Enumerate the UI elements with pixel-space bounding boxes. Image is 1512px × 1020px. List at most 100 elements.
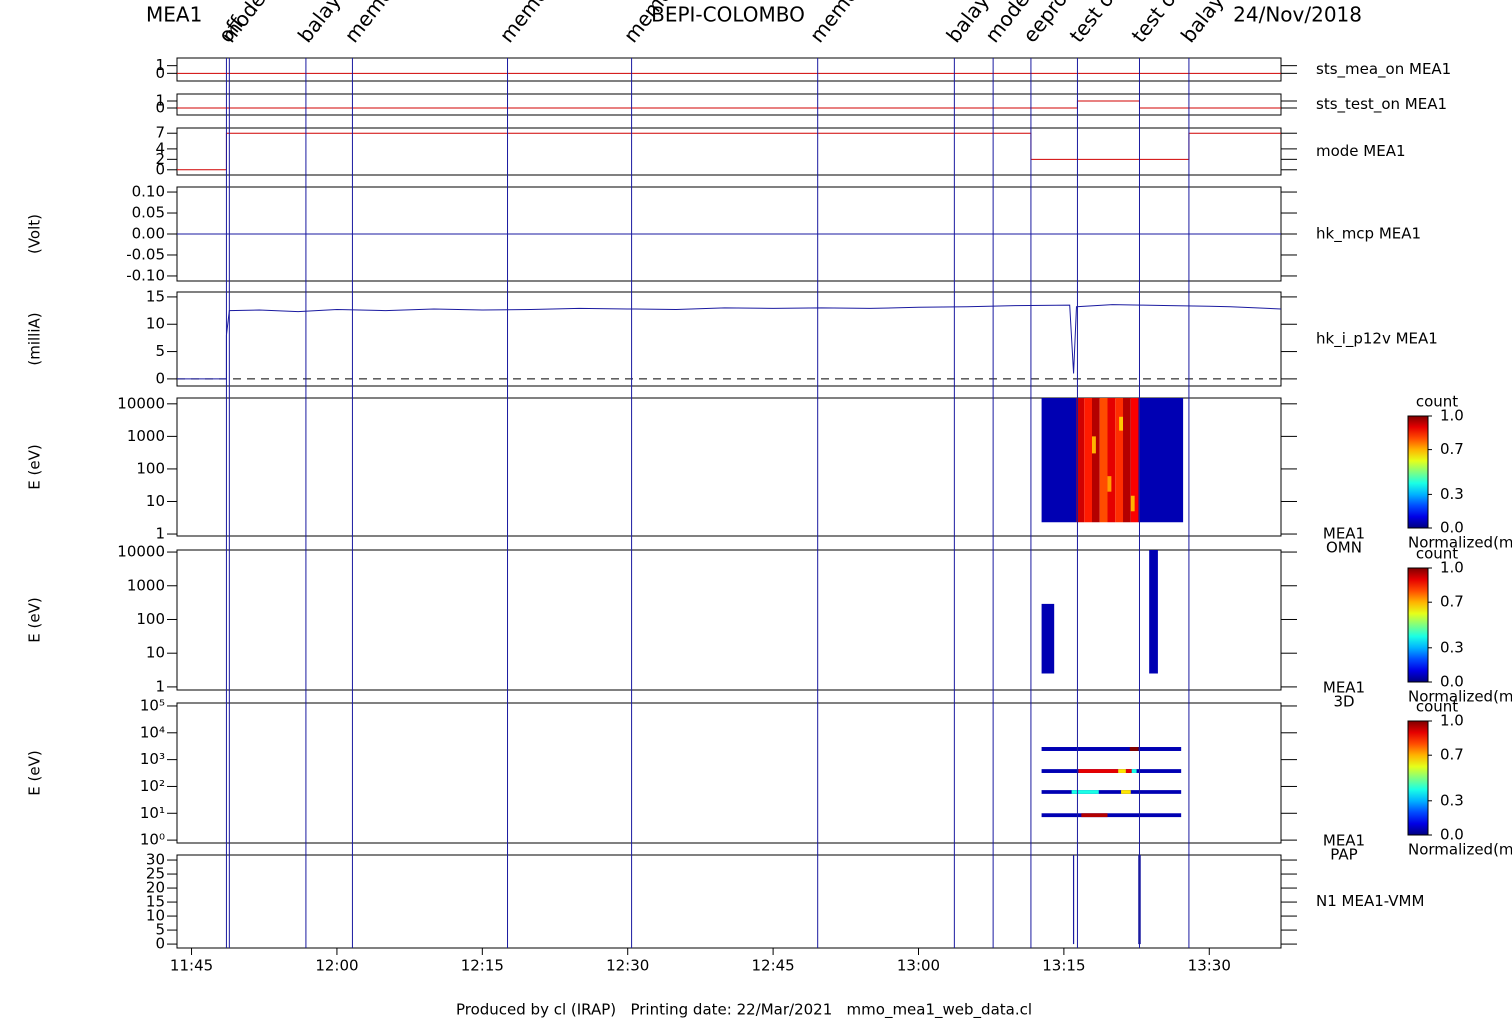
panel-label: hk_i_p12v MEA1 — [1316, 330, 1438, 349]
spectrogram-cell — [1041, 747, 1182, 751]
colorbar-tick-label: 0.0 — [1440, 826, 1464, 844]
spectrogram-cell — [1115, 398, 1124, 523]
x-tick-label: 12:00 — [315, 957, 358, 975]
panel-sublabel: 3D — [1333, 693, 1354, 711]
spectrogram-cell — [1130, 398, 1139, 523]
colorbar-tick-label: 0.0 — [1440, 673, 1464, 691]
y-axis-label: (milliA) — [26, 312, 44, 365]
y-tick-label: 10 — [146, 315, 165, 333]
panel-frame — [176, 291, 1282, 387]
spectrogram-cell — [1131, 769, 1137, 773]
y-tick-label: 100 — [136, 610, 165, 628]
y-axis-label: E (eV) — [26, 444, 44, 489]
spectrogram-cell — [1121, 790, 1131, 794]
spectrogram-cell — [1081, 813, 1108, 818]
spectrogram-cell — [1119, 416, 1124, 431]
x-tick-label: 13:00 — [897, 957, 940, 975]
panel-frame — [176, 57, 1282, 82]
y-tick-label: 10⁴ — [140, 723, 165, 741]
y-tick-label: 0 — [155, 935, 165, 953]
y-tick-label: 4 — [155, 139, 165, 157]
y-tick-label: 1 — [155, 525, 165, 543]
y-tick-label: 25 — [146, 865, 165, 883]
colorbar-tick-label: 1.0 — [1440, 712, 1464, 730]
colorbar-tick-label: 0.3 — [1440, 638, 1464, 656]
colorbar — [1407, 720, 1429, 836]
spectrogram-cell — [1091, 398, 1100, 523]
y-tick-label: 15 — [146, 893, 165, 911]
header-center: BEPI-COLOMBO — [651, 3, 805, 27]
spectrogram-cell — [1071, 790, 1099, 794]
panel-frame — [176, 549, 1282, 691]
y-tick-label: -0.10 — [126, 266, 165, 284]
panel-label: MEA1 — [1323, 525, 1365, 543]
spectrogram-cell — [1099, 398, 1108, 523]
y-tick-label: 1 — [155, 92, 165, 110]
x-tick-label: 13:15 — [1042, 957, 1085, 975]
y-tick-label: 20 — [146, 879, 165, 897]
panel-label: hk_mcp MEA1 — [1316, 225, 1421, 244]
spectrogram-cell — [1107, 398, 1116, 523]
y-tick-label: 1 — [155, 677, 165, 695]
spectrogram-cell — [1091, 436, 1096, 454]
colorbar-tick-label: 0.3 — [1440, 485, 1464, 503]
event-label: test off — [1127, 0, 1190, 47]
spectrogram-cell — [1118, 769, 1126, 773]
event-label: memory — [495, 0, 565, 47]
spectrogram-cell — [1041, 603, 1055, 674]
panel-label: N1 MEA1-VMM — [1316, 892, 1424, 910]
panel-frame — [176, 702, 1282, 844]
y-tick-label: 15 — [146, 287, 165, 305]
colorbar-label: Normalized(m — [1408, 534, 1512, 552]
x-tick-label: 13:30 — [1188, 957, 1231, 975]
x-tick-label: 12:30 — [606, 957, 649, 975]
spectrogram-cell — [1129, 747, 1139, 751]
event-label: memory — [805, 0, 875, 47]
spectrogram-cell — [1107, 476, 1112, 492]
y-tick-label: 1 — [155, 56, 165, 74]
y-tick-label: 2 — [155, 150, 165, 168]
y-tick-label: 7 — [155, 124, 165, 142]
y-tick-label: 10¹ — [140, 804, 165, 822]
y-tick-label: 10000 — [117, 394, 165, 412]
spectrogram-cell — [1078, 769, 1119, 773]
colorbar-tick-label: 0.3 — [1440, 791, 1464, 809]
y-tick-label: 10000 — [117, 543, 165, 561]
spectrogram-cell — [1130, 495, 1135, 512]
y-tick-label: 0 — [155, 369, 165, 387]
colorbar-tick-label: 0.7 — [1440, 746, 1464, 764]
header-left: MEA1 — [146, 3, 202, 27]
colorbar-tick-label: 1.0 — [1440, 559, 1464, 577]
panel-frame — [176, 93, 1282, 116]
y-axis-label: E (eV) — [26, 597, 44, 642]
y-tick-label: 10² — [140, 777, 165, 795]
spectrogram-cell — [1125, 769, 1132, 773]
colorbar — [1407, 415, 1429, 529]
colorbar-title: count — [1416, 698, 1458, 716]
panel-label: mode MEA1 — [1316, 142, 1406, 160]
colorbar-label: Normalized(m — [1408, 841, 1512, 859]
spectrogram-cell — [1084, 398, 1092, 523]
y-tick-label: 1000 — [127, 576, 165, 594]
panel-sublabel: OMN — [1326, 539, 1362, 557]
event-label: test on — [1064, 0, 1126, 47]
panel-label: sts_mea_on MEA1 — [1316, 60, 1451, 79]
y-axis-label: (Volt) — [26, 214, 44, 254]
panel-label: sts_test_on MEA1 — [1316, 95, 1447, 114]
y-tick-label: 0 — [155, 64, 165, 82]
y-tick-label: 10 — [146, 907, 165, 925]
panel-content — [1041, 747, 1182, 818]
event-label: memory — [339, 0, 409, 47]
panel-label: MEA1 — [1323, 832, 1365, 850]
spectrogram-cell — [1041, 790, 1182, 794]
panel-frame — [176, 854, 1282, 949]
y-tick-label: 30 — [146, 851, 165, 869]
panel-content — [1041, 398, 1184, 523]
colorbar-title: count — [1416, 393, 1458, 411]
y-tick-label: 0 — [155, 99, 165, 117]
colorbar-tick-label: 1.0 — [1440, 407, 1464, 425]
panel-content — [177, 304, 1281, 380]
y-tick-label: 100 — [136, 459, 165, 477]
y-tick-label: 10³ — [140, 750, 165, 768]
